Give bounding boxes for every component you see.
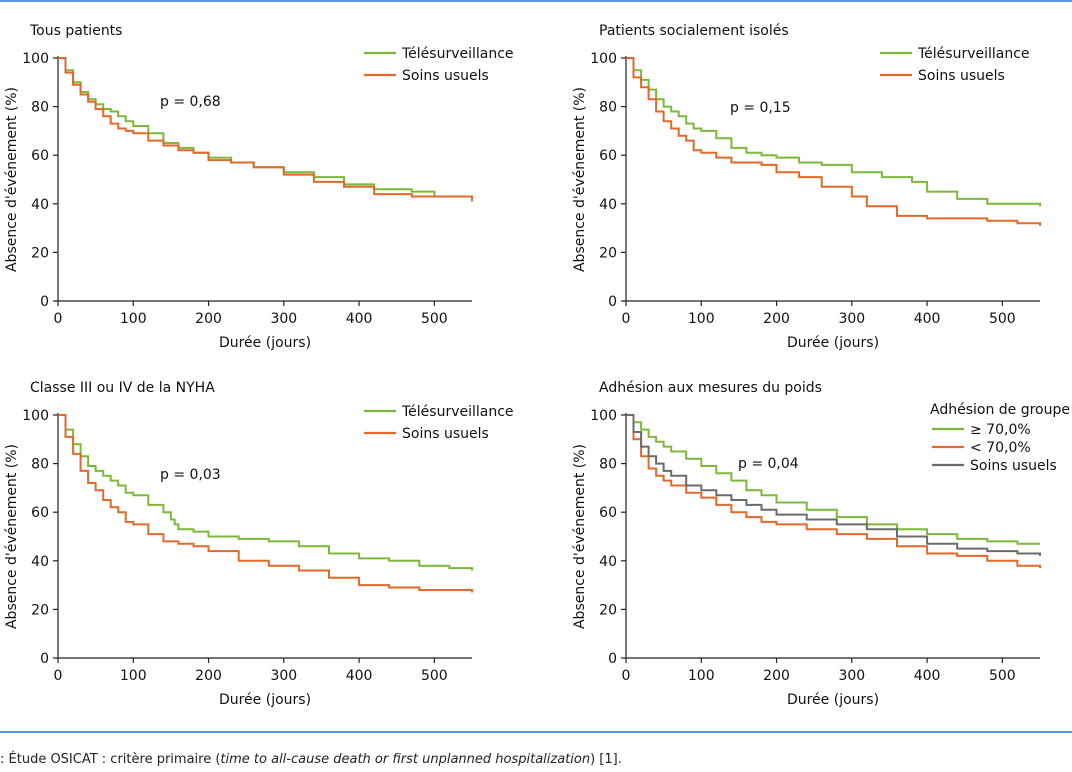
y-tick-label: 100 bbox=[590, 408, 617, 424]
legend-label-2: Soins usuels bbox=[918, 68, 1005, 84]
chart-title: Patients socialement isolés bbox=[599, 23, 789, 39]
legend-label-2: Soins usuels bbox=[402, 426, 489, 442]
caption-prefix: : Étude OSICAT : critère primaire ( bbox=[0, 752, 221, 767]
y-tick-label: 0 bbox=[40, 294, 49, 310]
series-line-2 bbox=[626, 414, 1041, 569]
y-tick-label: 80 bbox=[599, 457, 617, 473]
p-value-annotation: p = 0,04 bbox=[738, 456, 799, 472]
y-tick-label: 100 bbox=[22, 51, 49, 67]
x-tick-label: 200 bbox=[195, 311, 222, 327]
x-tick-label: 0 bbox=[622, 668, 631, 684]
legend-label-1: Télésurveillance bbox=[401, 46, 514, 62]
x-tick-label: 100 bbox=[688, 668, 715, 684]
x-tick-label: 0 bbox=[54, 668, 63, 684]
x-tick-label: 100 bbox=[688, 311, 715, 327]
y-tick-label: 60 bbox=[31, 505, 49, 521]
top-rule bbox=[0, 0, 1072, 2]
x-tick-label: 100 bbox=[120, 311, 147, 327]
x-tick-label: 500 bbox=[421, 311, 448, 327]
legend-label-1: Télésurveillance bbox=[917, 46, 1030, 62]
legend-label-2: Soins usuels bbox=[402, 68, 489, 84]
x-axis-label: Durée (jours) bbox=[219, 692, 311, 708]
y-tick-label: 80 bbox=[599, 100, 617, 116]
legend-label-1: ≥ 70,0% bbox=[970, 422, 1031, 438]
y-axis-label: Absence d'événement (%) bbox=[4, 444, 20, 629]
x-tick-label: 300 bbox=[838, 668, 865, 684]
series-line-2 bbox=[58, 414, 473, 593]
x-tick-label: 400 bbox=[914, 668, 941, 684]
x-tick-label: 400 bbox=[346, 668, 373, 684]
chart-title: Tous patients bbox=[29, 23, 122, 39]
y-tick-label: 80 bbox=[31, 457, 49, 473]
y-tick-label: 40 bbox=[599, 197, 617, 213]
x-axis-label: Durée (jours) bbox=[787, 692, 879, 708]
y-tick-label: 0 bbox=[40, 651, 49, 667]
x-tick-label: 500 bbox=[989, 668, 1016, 684]
x-tick-label: 200 bbox=[763, 311, 790, 327]
y-tick-label: 0 bbox=[608, 651, 617, 667]
y-axis-label: Absence d'événement (%) bbox=[572, 87, 588, 272]
series-line-1 bbox=[626, 414, 1040, 545]
figure-caption: : Étude OSICAT : critère primaire (time … bbox=[0, 752, 622, 767]
p-value-annotation: p = 0,15 bbox=[730, 100, 791, 116]
x-tick-label: 100 bbox=[120, 668, 147, 684]
x-tick-label: 200 bbox=[195, 668, 222, 684]
y-axis-label: Absence d'événement (%) bbox=[4, 87, 20, 272]
x-tick-label: 400 bbox=[914, 311, 941, 327]
chart-panel-2: Patients socialement isolés 0 20 40 60 80 100 0… bbox=[572, 23, 1041, 351]
y-tick-label: 40 bbox=[31, 197, 49, 213]
bottom-rule bbox=[0, 731, 1072, 733]
chart-panel-4: Adhésion aux mesures du poids 0 20 40 60 80 10… bbox=[572, 380, 1070, 708]
x-tick-label: 200 bbox=[763, 668, 790, 684]
y-tick-label: 20 bbox=[31, 245, 49, 261]
series-line-1 bbox=[58, 414, 473, 571]
series-line-3 bbox=[626, 414, 1041, 556]
legend-label-3: Soins usuels bbox=[970, 458, 1057, 474]
chart-title: Adhésion aux mesures du poids bbox=[599, 380, 822, 396]
chart-panel-3: Classe III ou IV de la NYHA 0 20 40 60 80 100 0… bbox=[4, 380, 514, 708]
x-tick-label: 0 bbox=[622, 311, 631, 327]
x-tick-label: 300 bbox=[270, 311, 297, 327]
x-tick-label: 300 bbox=[270, 668, 297, 684]
x-tick-label: 300 bbox=[838, 311, 865, 327]
caption-italic: time to all-cause death or first unplann… bbox=[220, 752, 591, 767]
y-tick-label: 100 bbox=[22, 408, 49, 424]
x-tick-label: 500 bbox=[989, 311, 1016, 327]
chart-title: Classe III ou IV de la NYHA bbox=[30, 380, 215, 396]
legend-label-2: < 70,0% bbox=[970, 440, 1031, 456]
series-line-2 bbox=[58, 57, 473, 202]
y-tick-label: 0 bbox=[608, 294, 617, 310]
y-tick-label: 20 bbox=[599, 602, 617, 618]
y-tick-label: 20 bbox=[31, 602, 49, 618]
p-value-annotation: p = 0,03 bbox=[160, 467, 221, 483]
y-tick-label: 60 bbox=[31, 148, 49, 164]
y-tick-label: 80 bbox=[31, 100, 49, 116]
series-line-2 bbox=[626, 57, 1041, 226]
p-value-annotation: p = 0,68 bbox=[160, 94, 221, 110]
y-tick-label: 40 bbox=[599, 554, 617, 570]
y-tick-label: 20 bbox=[599, 245, 617, 261]
caption-suffix: ) [1]. bbox=[590, 752, 622, 767]
y-tick-label: 60 bbox=[599, 148, 617, 164]
y-axis-label: Absence d'événement (%) bbox=[572, 444, 588, 629]
x-tick-label: 400 bbox=[346, 311, 373, 327]
legend-title: Adhésion de groupe bbox=[930, 402, 1070, 418]
x-axis-label: Durée (jours) bbox=[219, 335, 311, 351]
y-tick-label: 100 bbox=[590, 51, 617, 67]
chart-panel-1: Tous patients 0 20 40 60 80 100 0 100 200 300 400 50… bbox=[4, 23, 514, 351]
series-line-1 bbox=[626, 57, 1041, 207]
x-tick-label: 500 bbox=[421, 668, 448, 684]
y-tick-label: 40 bbox=[31, 554, 49, 570]
y-tick-label: 60 bbox=[599, 505, 617, 521]
x-axis-label: Durée (jours) bbox=[787, 335, 879, 351]
x-tick-label: 0 bbox=[54, 311, 63, 327]
legend-label-1: Télésurveillance bbox=[401, 404, 514, 420]
